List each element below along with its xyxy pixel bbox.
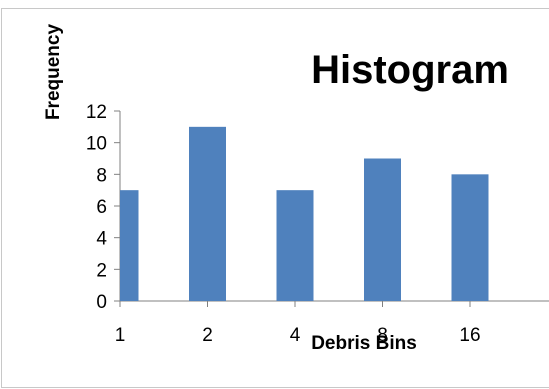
- y-tick-label: 8: [96, 165, 107, 186]
- x-tick-label: 8: [377, 325, 388, 346]
- y-tick-label: 12: [86, 102, 107, 123]
- x-tick-label: 2: [202, 325, 213, 346]
- bar: [451, 174, 489, 301]
- bar: [364, 158, 401, 301]
- y-tick-label: 6: [96, 197, 107, 218]
- x-axis-title: Debris Bins: [311, 333, 417, 354]
- chart-title: Histogram: [311, 48, 509, 92]
- bar: [120, 190, 139, 301]
- x-tick-label: 16: [459, 325, 480, 346]
- chart-border: [0, 7, 549, 388]
- y-tick-label: 4: [96, 229, 107, 250]
- y-tick-label: 2: [96, 260, 107, 281]
- y-axis-title: Frequency: [43, 24, 64, 121]
- y-tick-label: 0: [96, 292, 107, 313]
- x-tick-label: 1: [115, 325, 126, 346]
- plot-area: 024681012124816M: [86, 102, 549, 346]
- y-tick-label: 10: [86, 134, 107, 155]
- bar: [276, 190, 314, 301]
- bar: [189, 126, 226, 301]
- x-tick-label: 4: [290, 325, 301, 346]
